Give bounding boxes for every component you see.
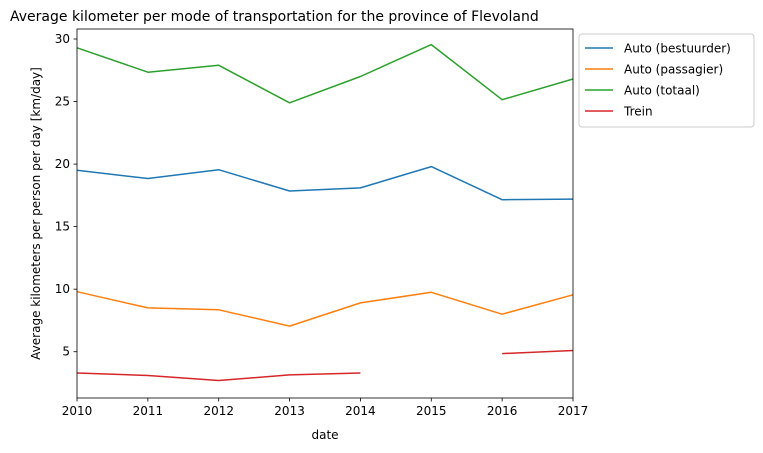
x-tick-label: 2011 — [133, 404, 164, 418]
chart-title: Average kilometer per mode of transporta… — [10, 9, 539, 25]
legend-label: Auto (totaal) — [624, 84, 700, 98]
x-axis-ticks: 2010 2011 2012 2013 2014 2015 2016 2017 — [62, 398, 589, 418]
plot-frame — [76, 28, 574, 399]
x-tick-label: 2015 — [416, 404, 447, 418]
x-tick-label: 2017 — [558, 404, 589, 418]
series-1 — [76, 290, 574, 327]
x-tick-label: 2014 — [345, 404, 376, 418]
y-axis-ticks: 5 10 15 20 25 30 — [55, 32, 77, 359]
series-3 — [76, 349, 574, 382]
legend-frame — [578, 33, 755, 128]
y-tick-label: 5 — [62, 345, 70, 359]
x-tick-label: 2016 — [487, 404, 518, 418]
y-tick-label: 20 — [55, 157, 70, 171]
legend-label: Auto (passagier) — [624, 63, 723, 77]
x-tick-label: 2013 — [274, 404, 305, 418]
series-line-0-0 — [76, 165, 574, 201]
y-axis-label: Average kilometers per person per day [k… — [29, 67, 43, 360]
x-tick-label: 2012 — [203, 404, 234, 418]
x-axis-label: date — [311, 428, 338, 442]
x-tick-label: 2010 — [62, 404, 93, 418]
y-tick-label: 10 — [55, 282, 70, 296]
legend-label: Auto (bestuurder) — [624, 42, 731, 56]
series-layer — [76, 43, 574, 382]
series-line-2-0 — [76, 43, 574, 104]
series-2 — [76, 43, 574, 104]
legend: Auto (bestuurder) Auto (passagier) Auto (t… — [578, 33, 755, 128]
series-line-3-0 — [76, 372, 361, 382]
y-tick-label: 25 — [55, 95, 70, 109]
series-line-3-1 — [502, 349, 574, 355]
y-tick-label: 30 — [55, 32, 70, 46]
y-tick-label: 15 — [55, 220, 70, 234]
series-0 — [76, 165, 574, 201]
series-line-1-0 — [76, 290, 574, 327]
legend-label: Trein — [623, 105, 653, 119]
